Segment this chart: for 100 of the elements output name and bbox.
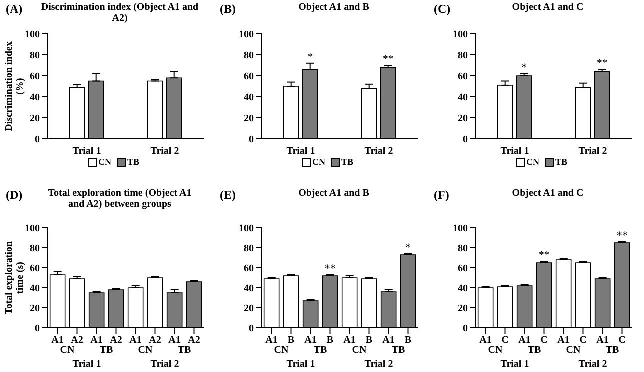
x-tick-label: A2 <box>188 335 200 346</box>
text: (C) <box>434 2 451 17</box>
x-tick-label: A1 <box>90 335 103 346</box>
y-tick-label: 20 <box>244 114 254 125</box>
x-tick-label: A1 <box>52 335 64 346</box>
text: TB <box>176 344 192 357</box>
x-tick-label: A1 <box>168 335 181 346</box>
y-tick-label: 20 <box>30 114 40 125</box>
text: Trial 1 <box>500 358 530 371</box>
y-tick-label: 0 <box>463 324 468 335</box>
y-tick-label: 60 <box>30 264 40 275</box>
y-tick-label: 20 <box>244 304 254 315</box>
y-tick-label: 60 <box>458 72 468 83</box>
x-tick-label: C <box>618 335 626 346</box>
x-tick-label: B <box>326 335 334 346</box>
x-tick-label: A2 <box>149 335 162 346</box>
y-tick-label: 80 <box>458 244 468 255</box>
y-axis-title: Discrimination index (%) <box>4 42 26 132</box>
legend-label: TB <box>126 157 140 167</box>
text: (F) <box>434 188 450 203</box>
text: TB <box>312 344 328 357</box>
text: Trial 1 <box>72 358 102 371</box>
text: Trial 2 <box>364 358 394 371</box>
x-tick-label: A2 <box>71 335 84 346</box>
y-tick-label: 100 <box>25 30 40 41</box>
y-tick-label: 40 <box>244 92 254 104</box>
data-label: ** <box>382 54 394 66</box>
y-tick-label: 0 <box>35 324 40 335</box>
x-tick-label: A1 <box>130 335 142 346</box>
text: TB <box>390 344 406 357</box>
legend-label: TB <box>554 157 568 167</box>
text: CN <box>59 344 76 357</box>
y-tick-label: 100 <box>25 224 40 235</box>
x-tick-label: C <box>502 335 509 346</box>
x-tick-label: B <box>404 335 412 346</box>
x-tick-label: B <box>366 335 373 346</box>
y-tick-label: 20 <box>458 304 468 315</box>
x-tick-label: A1 <box>344 335 356 346</box>
text: Trial 1 <box>286 358 316 371</box>
text: CN <box>351 344 368 357</box>
chart-title: Total exploration time (Object A1 and A2) between groups <box>47 188 193 210</box>
x-tick-label: Trial 2 <box>364 146 394 158</box>
text: (B) <box>220 2 236 17</box>
chart-title: Object A1 and C <box>511 2 585 13</box>
text: Trial 2 <box>578 358 608 371</box>
x-tick-label: A1 <box>266 335 278 346</box>
y-tick-label: 40 <box>458 284 468 295</box>
x-tick-label: A1 <box>596 335 609 346</box>
x-tick-label: A1 <box>304 335 317 346</box>
x-tick-label: Trial 1 <box>286 146 316 158</box>
y-tick-label: 60 <box>30 72 40 83</box>
text: CN <box>273 344 290 357</box>
y-tick-label: 100 <box>453 224 468 235</box>
chart-title: Discrimination index (Object A1 and A2) <box>40 2 200 24</box>
text: TB <box>98 344 114 357</box>
y-tick-label: 80 <box>458 50 468 62</box>
y-tick-label: 20 <box>458 114 468 125</box>
x-tick-label: B <box>288 335 295 346</box>
text: TB <box>604 344 620 357</box>
data-label: * <box>522 62 528 74</box>
y-tick-label: 0 <box>249 324 254 335</box>
x-tick-label: Trial 2 <box>150 146 180 158</box>
data-label: ** <box>616 230 628 242</box>
chart-title: Object A1 and C <box>511 188 585 199</box>
y-tick-label: 40 <box>458 92 468 104</box>
text: (D) <box>6 188 23 203</box>
text: CN <box>137 344 154 357</box>
x-tick-label: Trial 2 <box>578 146 608 158</box>
x-tick-label: C <box>580 335 587 346</box>
y-tick-label: 80 <box>244 244 254 255</box>
data-label: * <box>406 242 412 254</box>
data-label: ** <box>324 263 336 275</box>
text: CN <box>565 344 582 357</box>
x-tick-label: C <box>540 335 548 346</box>
y-tick-label: 100 <box>453 30 468 41</box>
text: Trial 2 <box>150 358 180 371</box>
x-tick-label: Trial 1 <box>72 146 102 158</box>
y-tick-label: 40 <box>244 284 254 295</box>
y-tick-label: 100 <box>239 30 254 41</box>
y-tick-label: 60 <box>244 72 254 83</box>
y-tick-label: 100 <box>239 224 254 235</box>
y-tick-label: 0 <box>463 134 468 146</box>
legend-label: CN <box>97 157 112 167</box>
chart-title: Object A1 and B <box>298 188 370 199</box>
y-tick-label: 0 <box>249 134 254 146</box>
data-label: ** <box>596 58 608 70</box>
data-label: * <box>308 51 314 64</box>
text: CN <box>487 344 504 357</box>
text: (A) <box>6 2 23 17</box>
legend-label: CN <box>311 157 326 167</box>
x-tick-label: A1 <box>382 335 395 346</box>
y-tick-label: 60 <box>458 264 468 275</box>
y-tick-label: 40 <box>30 92 40 104</box>
y-tick-label: 60 <box>244 264 254 275</box>
legend-label: TB <box>340 157 354 167</box>
y-tick-label: 40 <box>30 284 40 295</box>
x-tick-label: Trial 1 <box>500 146 530 158</box>
y-tick-label: 80 <box>244 50 254 62</box>
x-tick-label: A1 <box>558 335 570 346</box>
legend-label: CN <box>525 157 540 167</box>
